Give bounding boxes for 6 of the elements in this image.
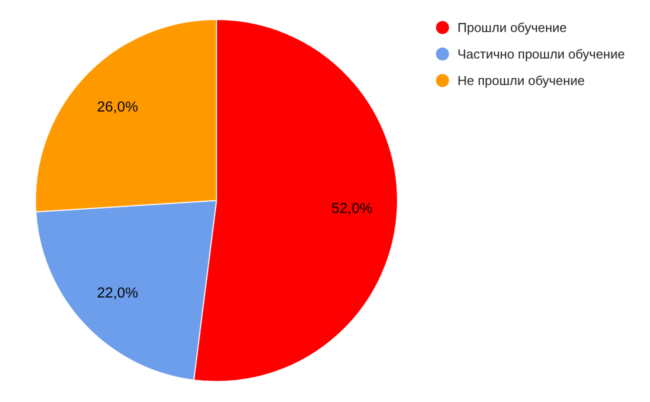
data-label: 26,0% — [96, 100, 138, 116]
legend-label: Не прошли обучение — [458, 73, 585, 88]
legend-label: Частично прошли обучение — [458, 46, 625, 62]
legend-label: Прошли обучение — [458, 20, 567, 35]
data-label: 52,0% — [331, 201, 373, 218]
data-label: 22,0% — [96, 285, 138, 302]
